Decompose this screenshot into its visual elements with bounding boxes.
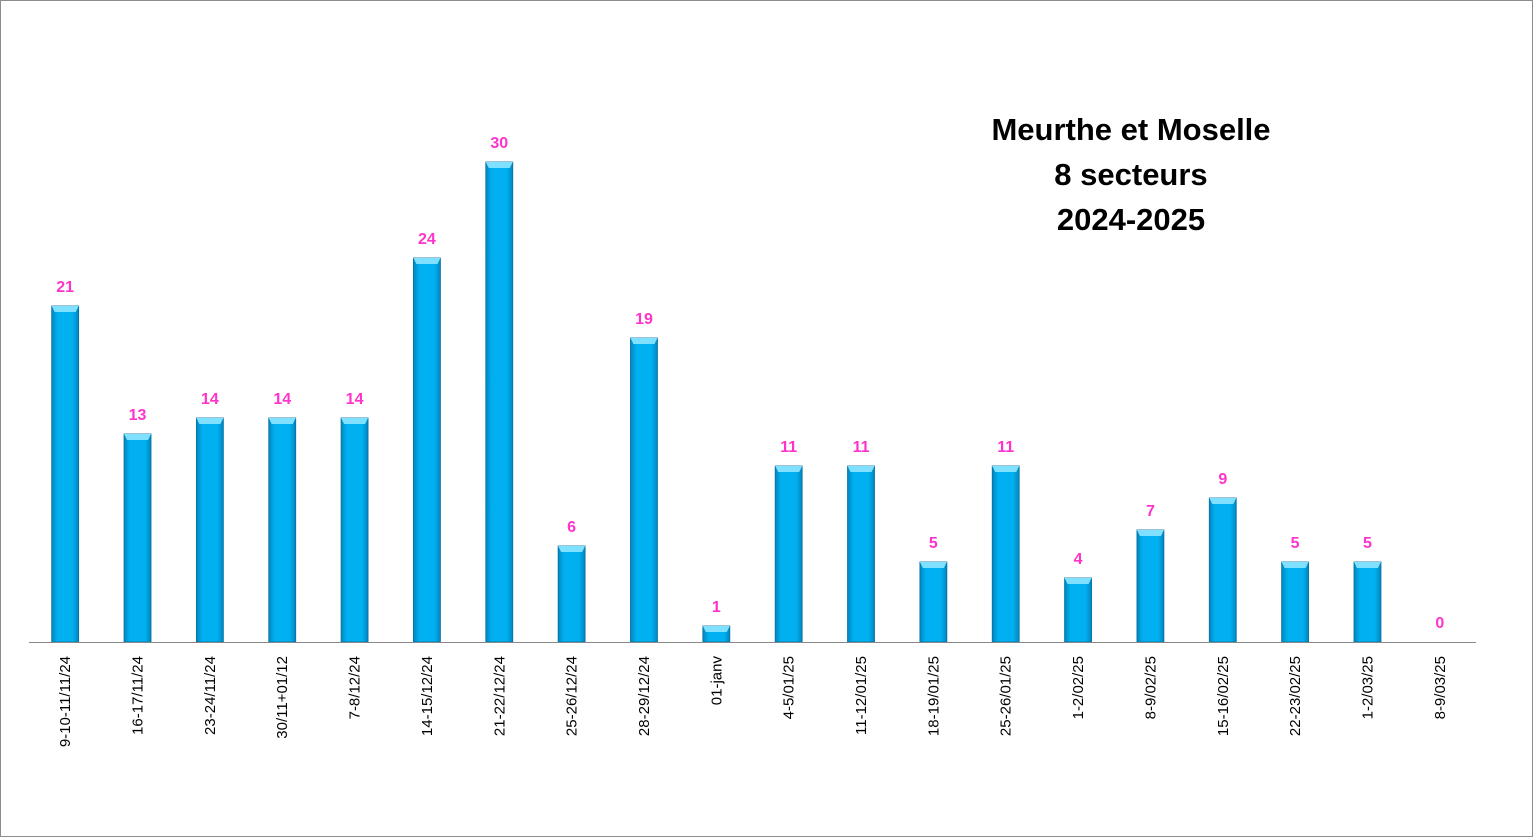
data-label-15: 4 xyxy=(1074,551,1083,568)
bar-cap-1 xyxy=(51,306,79,312)
data-label-17: 9 xyxy=(1218,471,1227,488)
bar-cap-5 xyxy=(341,418,369,424)
bar-cap-6 xyxy=(413,258,441,264)
bar-2 xyxy=(123,433,152,643)
bar-15 xyxy=(1064,577,1092,643)
tick-label-9: 28-29/12/24 xyxy=(636,656,653,736)
bar-13 xyxy=(919,561,948,643)
tick-label-18: 22-23/02/25 xyxy=(1287,656,1304,736)
chart-title-line-3: 2024-2025 xyxy=(1056,202,1206,237)
data-label-12: 11 xyxy=(853,439,870,456)
bar-cap-17 xyxy=(1209,498,1237,504)
bar-cap-8 xyxy=(558,546,586,552)
data-label-6: 24 xyxy=(418,231,436,248)
data-label-13: 5 xyxy=(929,535,938,552)
tick-label-12: 11-12/01/25 xyxy=(853,656,870,735)
tick-labels-group: 9-10-11/11/24 16-17/11/24 23-24/11/24 30/11… xyxy=(57,656,1449,748)
chart-title-line-2: 8 secteurs xyxy=(1054,157,1208,192)
bar-cap-14 xyxy=(992,466,1020,472)
tick-label-13: 18-19/01/25 xyxy=(925,656,942,736)
bar-3 xyxy=(195,417,224,643)
data-label-7: 30 xyxy=(490,135,508,152)
data-label-16: 7 xyxy=(1146,503,1155,520)
bar-4 xyxy=(268,417,297,643)
tick-label-19: 1-2/03/25 xyxy=(1359,656,1376,719)
bar-5 xyxy=(340,417,369,643)
tick-label-20: 8-9/03/25 xyxy=(1432,656,1449,719)
bar-cap-9 xyxy=(630,338,658,344)
data-label-4: 14 xyxy=(273,391,291,408)
tick-label-6: 14-15/12/24 xyxy=(419,656,436,736)
data-label-18: 5 xyxy=(1291,535,1300,552)
bar-cap-15 xyxy=(1064,578,1092,584)
bar-1 xyxy=(51,305,80,643)
bar-cap-2 xyxy=(124,434,152,440)
bar-8 xyxy=(557,545,586,643)
tick-label-2: 16-17/11/24 xyxy=(130,656,147,735)
bar-17 xyxy=(1208,497,1237,643)
bar-cap-16 xyxy=(1136,530,1164,536)
bar-cap-11 xyxy=(775,466,803,472)
tick-label-3: 23-24/11/24 xyxy=(202,656,219,735)
data-label-11: 11 xyxy=(780,439,797,456)
tick-label-17: 15-16/02/25 xyxy=(1215,656,1232,736)
tick-label-11: 4-5/01/25 xyxy=(781,656,798,719)
data-label-8: 6 xyxy=(567,519,576,536)
tick-label-16: 8-9/02/25 xyxy=(1142,656,1159,719)
tick-label-15: 1-2/02/25 xyxy=(1070,656,1087,719)
data-label-1: 21 xyxy=(56,279,74,296)
bar-cap-13 xyxy=(919,562,947,568)
bar-cap-7 xyxy=(485,162,513,168)
data-label-10: 1 xyxy=(712,599,721,616)
bar-7 xyxy=(485,161,514,643)
tick-label-1: 9-10-11/11/24 xyxy=(57,656,74,747)
bar-12 xyxy=(847,465,875,643)
bar-14 xyxy=(991,465,1020,643)
bar-9 xyxy=(630,337,658,643)
tick-label-5: 7-8/12/24 xyxy=(347,656,364,719)
data-label-20: 0 xyxy=(1435,615,1444,632)
tick-label-7: 21-22/12/24 xyxy=(491,656,508,736)
bar-19 xyxy=(1353,561,1382,643)
bar-16 xyxy=(1136,529,1165,643)
bars-group xyxy=(51,161,1382,643)
bar-cap-12 xyxy=(847,466,875,472)
tick-label-10: 01-janv xyxy=(708,656,725,706)
bar-11 xyxy=(774,465,803,643)
tick-label-8: 25-26/12/24 xyxy=(564,656,581,736)
data-label-3: 14 xyxy=(201,391,219,408)
data-label-5: 14 xyxy=(346,391,364,408)
data-label-14: 11 xyxy=(997,439,1014,456)
bar-18 xyxy=(1281,561,1310,643)
bar-cap-3 xyxy=(196,418,224,424)
chart-title-line-1: Meurthe et Moselle xyxy=(991,112,1271,147)
bar-cap-4 xyxy=(268,418,296,424)
tick-label-14: 25-26/01/25 xyxy=(998,656,1015,736)
data-label-9: 19 xyxy=(635,311,653,328)
bar-cap-10 xyxy=(702,626,730,632)
bar-cap-19 xyxy=(1353,562,1381,568)
tick-label-4: 30/11+01/12 xyxy=(274,656,291,739)
chart-title: Meurthe et Moselle 8 secteurs 2024-2025 xyxy=(931,107,1331,242)
data-label-2: 13 xyxy=(129,407,147,424)
bar-6 xyxy=(413,257,441,643)
bar-cap-18 xyxy=(1281,562,1309,568)
data-label-19: 5 xyxy=(1363,535,1372,552)
